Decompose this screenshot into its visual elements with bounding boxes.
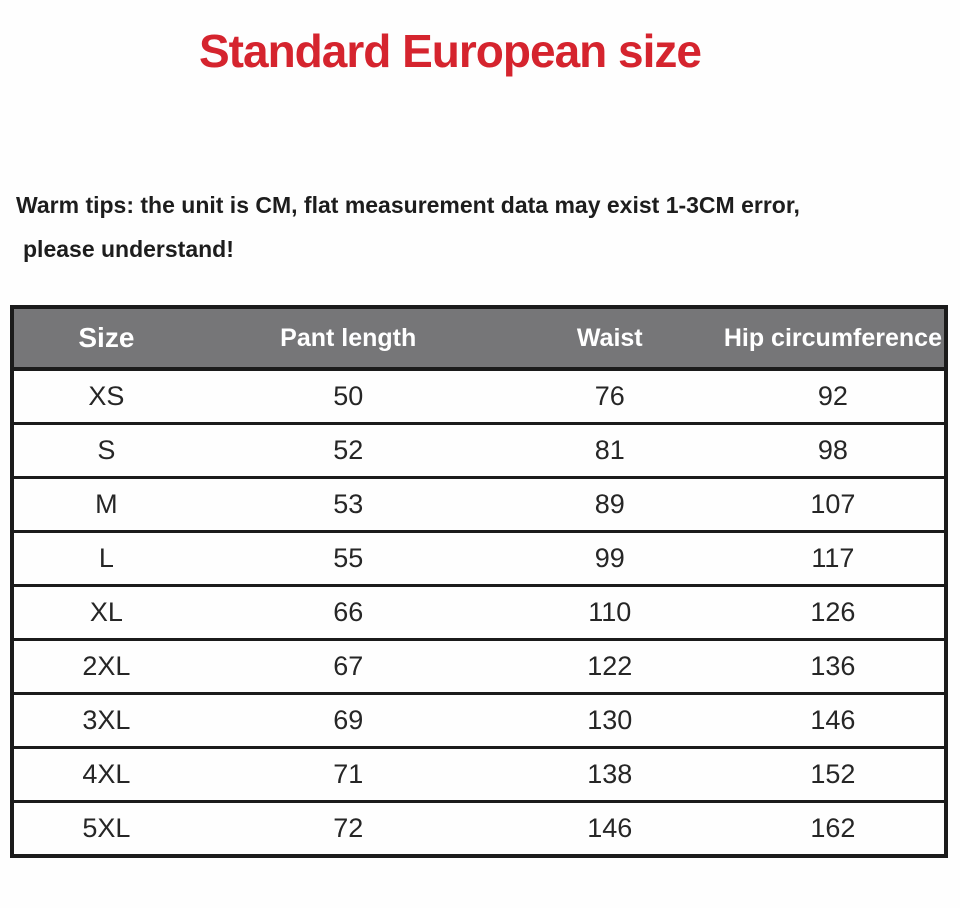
page-title: Standard European size xyxy=(198,25,702,77)
hip-cell: 152 xyxy=(721,747,946,803)
table-row: S 52 81 98 xyxy=(12,423,946,479)
column-header-size: Size xyxy=(12,307,199,371)
warm-tips-line-1: Warm tips: the unit is CM, flat measurem… xyxy=(16,192,800,218)
waist-cell: 122 xyxy=(497,639,722,695)
size-chart-table-container: Size Pant length Waist Hip circumference XS… xyxy=(10,305,948,858)
pant-length-cell: 50 xyxy=(198,369,498,425)
hip-cell: 92 xyxy=(721,369,946,425)
column-header-waist: Waist xyxy=(497,307,722,371)
pant-length-cell: 52 xyxy=(198,423,498,479)
hip-cell: 126 xyxy=(721,585,946,641)
size-cell: S xyxy=(12,423,199,479)
size-cell: M xyxy=(12,477,199,533)
waist-cell: 138 xyxy=(497,747,722,803)
table-row: XS 50 76 92 xyxy=(12,369,946,425)
table-row: 2XL 67 122 136 xyxy=(12,639,946,695)
pant-length-cell: 69 xyxy=(198,693,498,749)
size-cell: 2XL xyxy=(12,639,199,695)
hip-cell: 162 xyxy=(721,801,946,856)
table-row: 5XL 72 146 162 xyxy=(12,801,946,856)
waist-cell: 110 xyxy=(497,585,722,641)
warm-tips-line-2: please understand! xyxy=(23,236,234,262)
waist-cell: 130 xyxy=(497,693,722,749)
size-chart-table: Size Pant length Waist Hip circumference XS… xyxy=(10,305,948,858)
waist-cell: 146 xyxy=(497,801,722,856)
waist-cell: 76 xyxy=(497,369,722,425)
pant-length-cell: 67 xyxy=(198,639,498,695)
size-cell: 3XL xyxy=(12,693,199,749)
waist-cell: 89 xyxy=(497,477,722,533)
size-chart-header: Size Pant length Waist Hip circumference xyxy=(12,307,946,371)
column-header-pant-length: Pant length xyxy=(198,307,498,371)
table-row: 3XL 69 130 146 xyxy=(12,693,946,749)
hip-cell: 107 xyxy=(721,477,946,533)
warm-tips: Warm tips: the unit is CM, flat measurem… xyxy=(16,183,946,271)
size-cell: 5XL xyxy=(12,801,199,856)
hip-cell: 117 xyxy=(721,531,946,587)
size-cell: XS xyxy=(12,369,199,425)
hip-cell: 136 xyxy=(721,639,946,695)
table-row: XL 66 110 126 xyxy=(12,585,946,641)
waist-cell: 99 xyxy=(497,531,722,587)
size-cell: L xyxy=(12,531,199,587)
table-row: 4XL 71 138 152 xyxy=(12,747,946,803)
pant-length-cell: 66 xyxy=(198,585,498,641)
table-row: M 53 89 107 xyxy=(12,477,946,533)
pant-length-cell: 71 xyxy=(198,747,498,803)
size-cell: 4XL xyxy=(12,747,199,803)
waist-cell: 81 xyxy=(497,423,722,479)
hip-cell: 146 xyxy=(721,693,946,749)
hip-cell: 98 xyxy=(721,423,946,479)
pant-length-cell: 55 xyxy=(198,531,498,587)
header-row: Size Pant length Waist Hip circumference xyxy=(12,307,946,371)
pant-length-cell: 72 xyxy=(198,801,498,856)
size-cell: XL xyxy=(12,585,199,641)
size-chart-body: XS 50 76 92 S 52 81 98 M 53 89 107 L 55 99 117 XL 66 110 12… xyxy=(12,369,946,856)
table-row: L 55 99 117 xyxy=(12,531,946,587)
pant-length-cell: 53 xyxy=(198,477,498,533)
column-header-hip-circumference: Hip circumference xyxy=(721,307,946,371)
